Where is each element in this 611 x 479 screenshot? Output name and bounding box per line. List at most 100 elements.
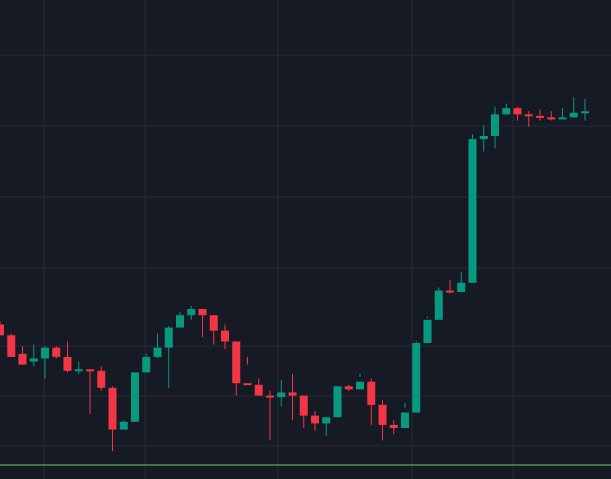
- candle: [232, 341, 241, 396]
- candle: [547, 111, 556, 121]
- candle: [63, 341, 72, 373]
- candle-body: [232, 341, 241, 384]
- candle-body: [423, 319, 432, 344]
- candle-body: [198, 309, 207, 316]
- candle-body: [97, 370, 106, 388]
- candle-body: [513, 108, 522, 115]
- candle-body: [536, 115, 544, 118]
- candle-body: [187, 309, 196, 316]
- candle: [311, 411, 319, 432]
- candle: [187, 305, 196, 320]
- candle-body: [344, 386, 353, 390]
- candle-body: [153, 347, 162, 357]
- candle-body: [0, 324, 4, 336]
- candle: [524, 111, 533, 127]
- candle-body: [52, 347, 61, 357]
- candle: [502, 103, 511, 115]
- candle: [119, 420, 128, 430]
- candle-body: [547, 117, 556, 120]
- candle-body: [457, 282, 466, 293]
- candle: [434, 287, 443, 320]
- candle: [221, 324, 229, 350]
- candle: [468, 134, 477, 283]
- candle: [581, 98, 589, 121]
- candle-body: [311, 415, 319, 424]
- candle: [367, 378, 376, 425]
- candle-body: [266, 395, 274, 398]
- candle: [491, 106, 499, 149]
- candle-body: [63, 356, 72, 371]
- candle: [288, 373, 297, 421]
- candle-body: [558, 117, 567, 120]
- candle-body: [164, 327, 173, 348]
- candle-body: [378, 404, 387, 425]
- candle-body: [119, 421, 128, 430]
- candle: [209, 315, 218, 345]
- candle: [18, 346, 27, 365]
- candle: [142, 353, 151, 373]
- candle: [266, 390, 274, 441]
- candle-body: [221, 330, 229, 342]
- candle: [558, 108, 567, 120]
- candle-body: [502, 108, 511, 115]
- candle-body: [74, 369, 83, 372]
- candle-body: [446, 290, 454, 293]
- candle: [108, 386, 117, 452]
- candle: [513, 106, 522, 121]
- candle-body: [491, 114, 499, 136]
- candle-body: [333, 386, 342, 418]
- candle: [52, 346, 61, 359]
- candle-body: [299, 395, 308, 416]
- candle-body: [131, 372, 139, 422]
- candle-body: [524, 114, 533, 117]
- candle: [29, 344, 38, 367]
- candle: [198, 309, 207, 337]
- candle-body: [29, 358, 38, 362]
- candle-body: [176, 315, 184, 328]
- candle: [569, 97, 578, 118]
- candle: [97, 366, 106, 391]
- candle: [86, 369, 94, 415]
- candle-body: [288, 392, 297, 396]
- candle: [176, 312, 184, 328]
- candle-body: [86, 369, 94, 372]
- candle-body: [41, 347, 49, 359]
- candle-body: [389, 424, 398, 429]
- candle: [277, 380, 286, 407]
- candle: [299, 395, 308, 429]
- candle-body: [142, 356, 151, 373]
- candle: [254, 378, 263, 396]
- candle-body: [108, 387, 117, 430]
- candle: [389, 420, 398, 435]
- candle: [457, 271, 466, 293]
- candle: [41, 346, 49, 379]
- candle: [401, 403, 409, 429]
- candle: [7, 333, 16, 357]
- candle: [423, 316, 432, 344]
- candle: [153, 333, 162, 359]
- candles: [0, 97, 589, 452]
- candle: [536, 109, 544, 121]
- candle: [333, 386, 342, 418]
- candle-body: [367, 381, 376, 405]
- candle-body: [401, 412, 409, 429]
- candle-body: [356, 381, 364, 390]
- candle-body: [412, 343, 421, 413]
- candle: [243, 356, 252, 386]
- candle: [164, 326, 173, 388]
- candle-body: [209, 315, 218, 331]
- candle: [131, 372, 139, 422]
- candle: [479, 125, 488, 152]
- candle-body: [581, 111, 589, 114]
- candle: [74, 361, 83, 374]
- candle-body: [479, 135, 488, 140]
- candle-body: [18, 353, 27, 365]
- candle-body: [7, 335, 16, 357]
- candle: [322, 417, 331, 436]
- candle: [356, 373, 364, 390]
- candle-body: [434, 290, 443, 320]
- candle: [344, 384, 353, 391]
